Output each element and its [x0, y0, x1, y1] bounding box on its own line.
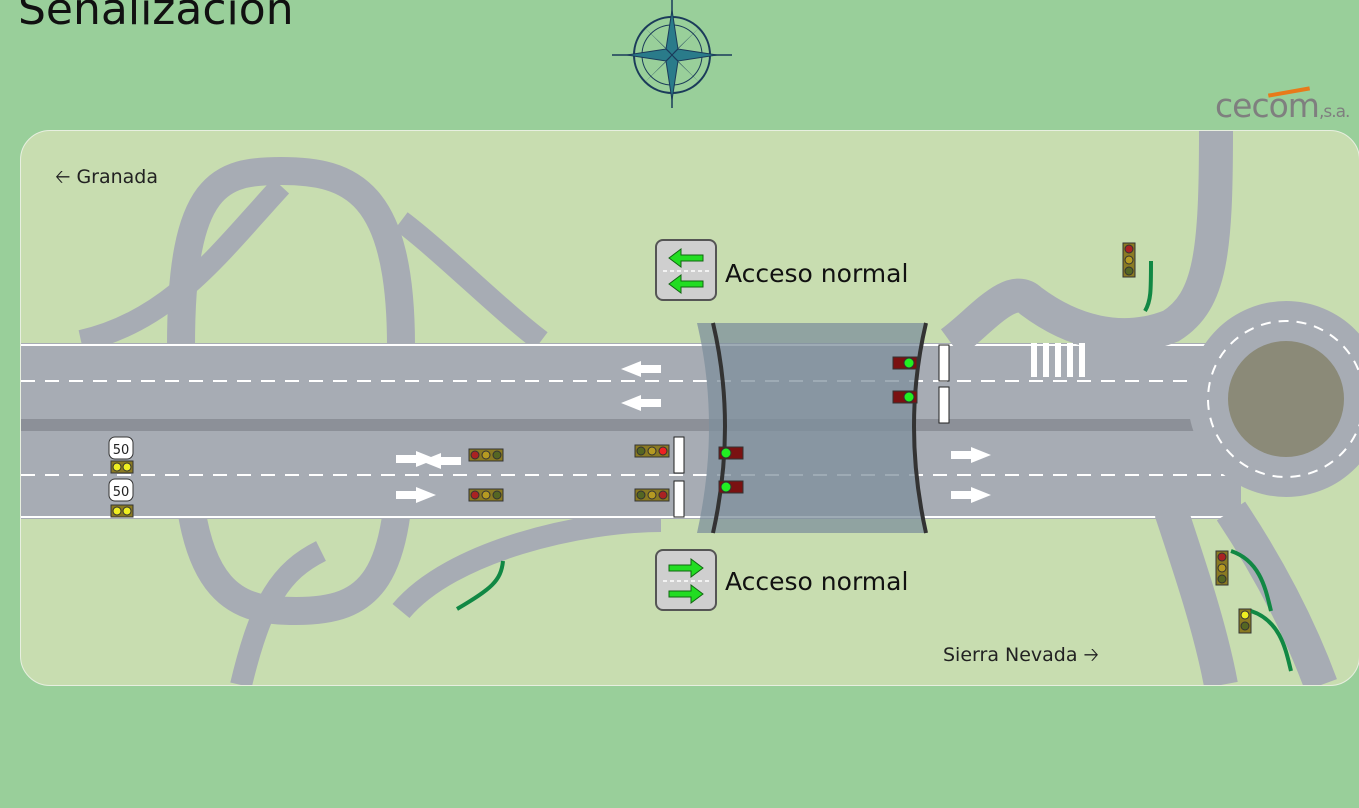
slip-ramp-north	[78, 178, 548, 352]
slip-ramp-south	[230, 510, 662, 685]
loop-ramp-south	[172, 430, 415, 626]
double-arrow-right-icon	[663, 558, 709, 604]
access-sign-eastbound	[655, 549, 717, 611]
toll-gantry	[697, 323, 927, 533]
company-logo: cecom,s.a.	[1215, 86, 1350, 125]
road-network: 50 50	[21, 131, 1359, 685]
arrow-left-icon: 🡠	[55, 166, 71, 188]
south-branch-road	[1154, 501, 1337, 685]
road-map: 50 50 🡠 Granada Sierra Nevada 🡢 Acceso n…	[20, 130, 1359, 686]
place-label-east: Sierra Nevada 🡢	[943, 644, 1099, 666]
north-branch-road	[940, 131, 1233, 357]
roundabout-island	[1228, 341, 1344, 457]
compass-rose-icon	[612, 0, 732, 108]
arrow-right-icon: 🡢	[1083, 644, 1099, 666]
speed-limit-sign	[108, 436, 134, 502]
traffic-light	[110, 242, 1252, 634]
loop-ramp-north	[167, 156, 415, 347]
access-sign-label-top: Acceso normal	[725, 259, 909, 288]
median	[21, 419, 1241, 431]
speed-limit-value: 50	[113, 485, 130, 500]
place-label-west: 🡠 Granada	[55, 166, 159, 188]
access-sign-westbound	[655, 239, 717, 301]
speed-limit-value: 50	[113, 443, 130, 458]
access-sign-label-bottom: Acceso normal	[725, 567, 909, 596]
page-title: Señalización	[18, 0, 294, 35]
double-arrow-left-icon	[663, 248, 709, 294]
